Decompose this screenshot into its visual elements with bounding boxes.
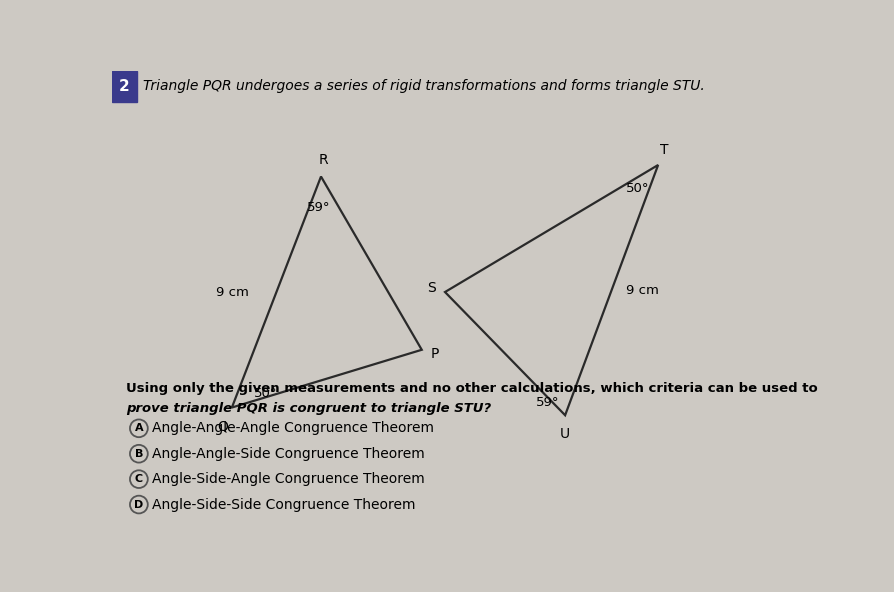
Text: Using only the given measurements and no other calculations, which criteria can : Using only the given measurements and no… (126, 382, 817, 395)
Text: R: R (318, 153, 328, 168)
Text: Triangle PQR undergoes a series of rigid transformations and forms triangle STU.: Triangle PQR undergoes a series of rigid… (143, 79, 704, 94)
Text: 9 cm: 9 cm (626, 284, 659, 297)
Text: C: C (135, 474, 143, 484)
Text: prove triangle PQR is congruent to triangle STU?: prove triangle PQR is congruent to trian… (126, 402, 491, 415)
Text: S: S (427, 281, 435, 295)
Text: 50°: 50° (626, 182, 649, 195)
Text: A: A (135, 423, 143, 433)
Text: Angle-Side-Side Congruence Theorem: Angle-Side-Side Congruence Theorem (152, 497, 416, 511)
Text: Angle-Side-Angle Congruence Theorem: Angle-Side-Angle Congruence Theorem (152, 472, 425, 486)
Text: 59°: 59° (536, 396, 559, 409)
Text: T: T (660, 143, 669, 157)
Text: Angle-Angle-Side Congruence Theorem: Angle-Angle-Side Congruence Theorem (152, 447, 425, 461)
Text: Angle-Angle-Angle Congruence Theorem: Angle-Angle-Angle Congruence Theorem (152, 422, 434, 435)
Text: B: B (135, 449, 143, 459)
Text: 9 cm: 9 cm (216, 285, 249, 298)
Text: 50°: 50° (254, 387, 277, 400)
Text: P: P (431, 347, 440, 361)
Text: Q: Q (217, 419, 228, 433)
Bar (112, 71, 137, 102)
Text: U: U (560, 427, 570, 441)
Text: 2: 2 (119, 79, 130, 94)
Text: D: D (134, 500, 144, 510)
Text: 59°: 59° (307, 201, 331, 214)
